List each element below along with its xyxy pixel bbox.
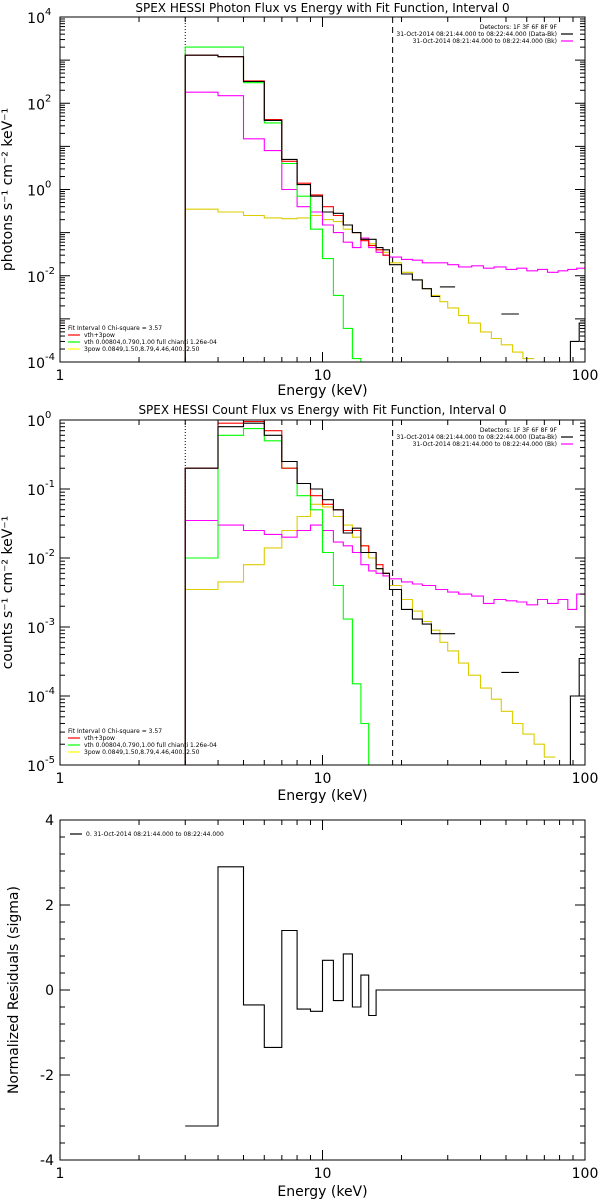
legend-entry-label: 31-Oct-2014 08:21:44.000 to 08:22:44.000… — [413, 441, 557, 448]
legend-entry-label: 3pow 0.0849,1.50,8.79,4.46,400.,2.50 — [84, 346, 200, 353]
y-tick-label-base: 10 — [27, 97, 45, 113]
y-tick-label: -4 — [40, 1153, 54, 1169]
y-tick-label-exponent: -1 — [45, 479, 55, 490]
x-tick-label: 10 — [314, 1166, 332, 1182]
legend-entry-label: vth 0.00804,0.790,1.00 full chianti 1.26… — [84, 742, 217, 749]
chart-panel-2: 1 10 100 -4 -2 0 2 4 Energy (keV) Normalized Resi… — [6, 813, 598, 1200]
y-tick-label-exponent: -4 — [45, 686, 55, 697]
series-line-data-bk — [184, 422, 440, 765]
y-tick-label-exponent: 2 — [45, 93, 51, 104]
x-tick-label: 100 — [572, 368, 599, 384]
y-tick-label-exponent: -2 — [45, 266, 55, 277]
y-tick-label-base: 10 — [27, 270, 45, 286]
y-tick-label: 10 0 — [27, 180, 51, 200]
y-tick-label: 10 -2 — [27, 266, 55, 286]
legend-header: Detectors: 1F 3F 6F 8F 9F — [480, 427, 558, 434]
y-tick-label-base: 10 — [27, 414, 45, 430]
legend-header: Detectors: 1F 3F 6F 8F 9F — [480, 24, 558, 31]
y-tick-label-base: 10 — [27, 483, 45, 499]
series-line-vth — [184, 428, 377, 765]
y-tick-label-exponent: 4 — [45, 7, 51, 18]
legend-entry-label: 31-Oct-2014 08:21:44.000 to 08:22:44.000… — [413, 38, 557, 45]
series-line-bk — [184, 91, 585, 362]
y-tick-label-exponent: -4 — [45, 352, 55, 363]
y-axis-label: photons s⁻¹ cm⁻² keV⁻¹ — [0, 108, 16, 271]
chart-title: SPEX HESSI Count Flux vs Energy with Fit… — [138, 403, 506, 417]
legend-entry-label: 31-Oct-2014 08:21:44.000 to 08:22:44.000… — [396, 31, 557, 38]
series-line-vth-3pow — [184, 54, 390, 362]
y-tick-label-exponent: 0 — [45, 180, 51, 191]
legend-bottom-left: Fit Interval 0 Chi-square = 3.57vth+3pow… — [68, 325, 217, 353]
y-tick-label-exponent: -5 — [45, 755, 55, 766]
plot-area — [184, 17, 585, 362]
y-axis-label: Normalized Residuals (sigma) — [6, 886, 22, 1094]
series-line-vth-3pow — [184, 420, 390, 765]
x-tick-label: 10 — [314, 368, 332, 384]
y-tick-label-base: 10 — [27, 552, 45, 568]
y-tick-label-exponent: -3 — [45, 617, 55, 628]
plot-area — [185, 866, 585, 1127]
y-tick-label: 2 — [45, 898, 54, 914]
y-tick-label: 10 -3 — [27, 617, 55, 637]
y-axis-label: counts s⁻¹ cm⁻² keV⁻¹ — [0, 516, 16, 670]
legend-entry-label: vth 0.00804,0.790,1.00 full chianti 1.26… — [84, 339, 217, 346]
series-line-0-31-oct-2014-08-21-44-000-to-08-22-44-000 — [185, 866, 585, 1127]
y-tick-label: 0 — [45, 983, 54, 999]
y-tick-label: -2 — [40, 1068, 54, 1084]
x-axis-label: Energy (keV) — [277, 788, 367, 804]
plot-frame — [59, 16, 586, 363]
series-line-data-bk — [184, 54, 440, 362]
legend-entry-label: vth+3pow — [84, 735, 115, 742]
y-tick-label: 10 4 — [27, 7, 51, 27]
y-tick-label: 10 -1 — [27, 479, 55, 499]
y-tick-label-base: 10 — [27, 621, 45, 637]
x-axis-label: Energy (keV) — [277, 383, 367, 399]
y-tick-label-exponent: 0 — [45, 410, 51, 421]
y-tick-label-exponent: -2 — [45, 548, 55, 559]
x-tick-label: 10 — [314, 771, 332, 787]
legend-bottom-left: Fit Interval 0 Chi-square = 3.57vth+3pow… — [68, 728, 217, 756]
y-tick-label-base: 10 — [27, 690, 45, 706]
y-tick-label: 4 — [45, 813, 54, 829]
legend-header: Fit Interval 0 Chi-square = 3.57 — [68, 728, 162, 735]
chart-title: SPEX HESSI Photon Flux vs Energy with Fi… — [135, 1, 509, 15]
x-tick-label: 1 — [56, 368, 65, 384]
legend-entry-label: vth+3pow — [84, 332, 115, 339]
y-tick-label-base: 10 — [27, 11, 45, 27]
y-tick-label: 10 -4 — [27, 352, 55, 372]
legend-header: Fit Interval 0 Chi-square = 3.57 — [68, 325, 162, 332]
y-tick-label: 10 -2 — [27, 548, 55, 568]
x-tick-label: 1 — [56, 771, 65, 787]
y-tick-label: 10 -5 — [27, 755, 55, 775]
y-tick-label: 10 0 — [27, 410, 51, 430]
legend-entry-label: 31-Oct-2014 08:21:44.000 to 08:22:44.000… — [396, 434, 557, 441]
y-tick-label-base: 10 — [27, 356, 45, 372]
plot-area — [184, 420, 585, 765]
y-tick-label-base: 10 — [27, 759, 45, 775]
x-tick-label: 100 — [572, 1166, 599, 1182]
x-tick-label: 1 — [56, 1166, 65, 1182]
x-tick-label: 100 — [572, 771, 599, 787]
legend-entry-label: 3pow 0.0849,1.50,8.79,4.46,400.,2.50 — [84, 749, 200, 756]
y-tick-label: 10 2 — [27, 93, 51, 113]
series-line-3pow — [184, 503, 556, 765]
y-tick-label: 10 -4 — [27, 686, 55, 706]
plot-frame — [59, 419, 586, 766]
series-line-bk — [184, 519, 585, 765]
legend-top-left: 0. 31-Oct-2014 08:21:44.000 to 08:22:44.… — [70, 831, 224, 838]
x-axis-label: Energy (keV) — [277, 1184, 367, 1200]
legend-entry-label: 0. 31-Oct-2014 08:21:44.000 to 08:22:44.… — [86, 831, 224, 838]
y-tick-label-base: 10 — [27, 184, 45, 200]
